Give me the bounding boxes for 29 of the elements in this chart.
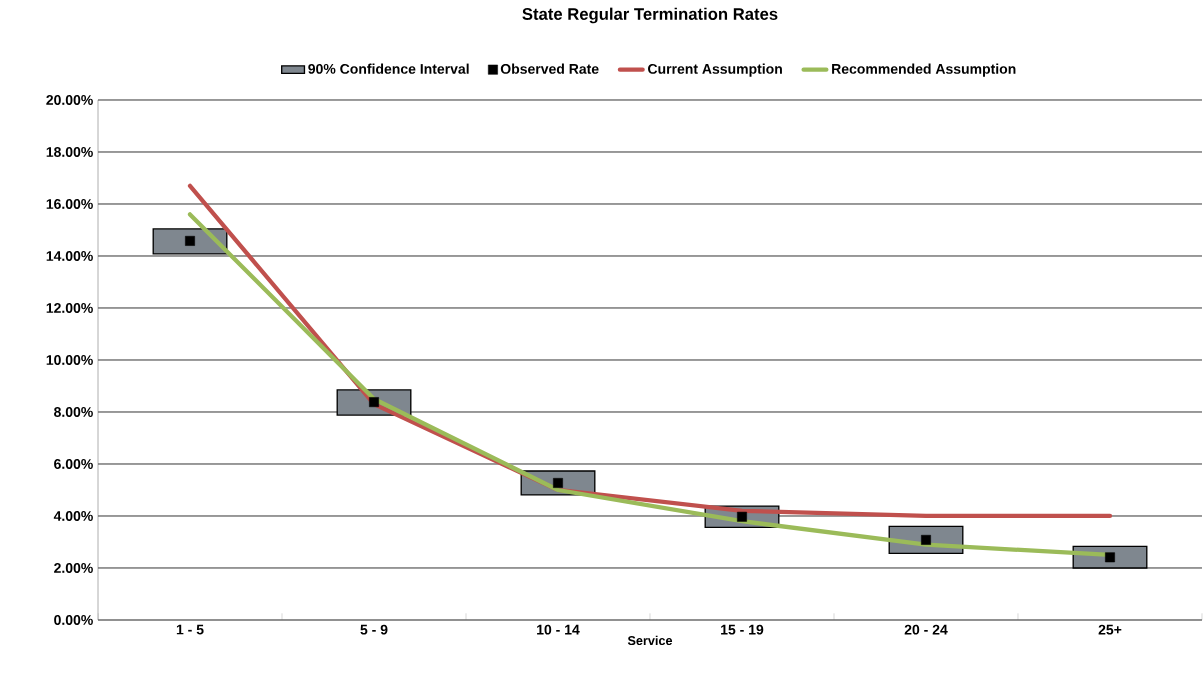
y-tick-label: 4.00% [53, 511, 93, 521]
x-tick-label: 15 - 19 [721, 624, 764, 635]
x-tick-label: 20 - 24 [904, 624, 948, 635]
legend-label: Current Assumption [648, 63, 782, 77]
y-tick-label: 6.00% [54, 459, 93, 469]
y-tick-label: 20.00% [46, 95, 93, 105]
y-tick-label: 10.00% [46, 355, 93, 365]
x-tick-label: 5 - 9 [360, 624, 388, 635]
legend-label: 90% Confidence Interval [308, 63, 469, 74]
x-tick-label: 25+ [1098, 624, 1122, 635]
y-tick-label: 18.00% [46, 147, 93, 157]
y-tick-label: 0.00% [54, 615, 93, 625]
x-tick-label: 10 - 14 [537, 624, 580, 635]
y-tick-label: 14.00% [46, 251, 93, 261]
point [553, 478, 563, 488]
y-tick-label: 2.00% [54, 563, 93, 573]
y-tick-label: 12.00% [46, 303, 93, 313]
legend-label: Recommended Assumption [832, 63, 1016, 77]
point [369, 397, 379, 408]
point [185, 235, 195, 246]
legend-label: Observed Rate [500, 63, 599, 74]
chart-title: State Regular Termination Rates [522, 7, 778, 24]
x-tick-label: 1 - 5 [176, 624, 204, 635]
point [737, 511, 747, 522]
point [1105, 552, 1115, 563]
point [921, 534, 931, 545]
y-tick-label: 16.00% [46, 199, 93, 209]
x-axis-title: Service [627, 635, 673, 646]
y-tick-label: 8.00% [54, 407, 93, 417]
